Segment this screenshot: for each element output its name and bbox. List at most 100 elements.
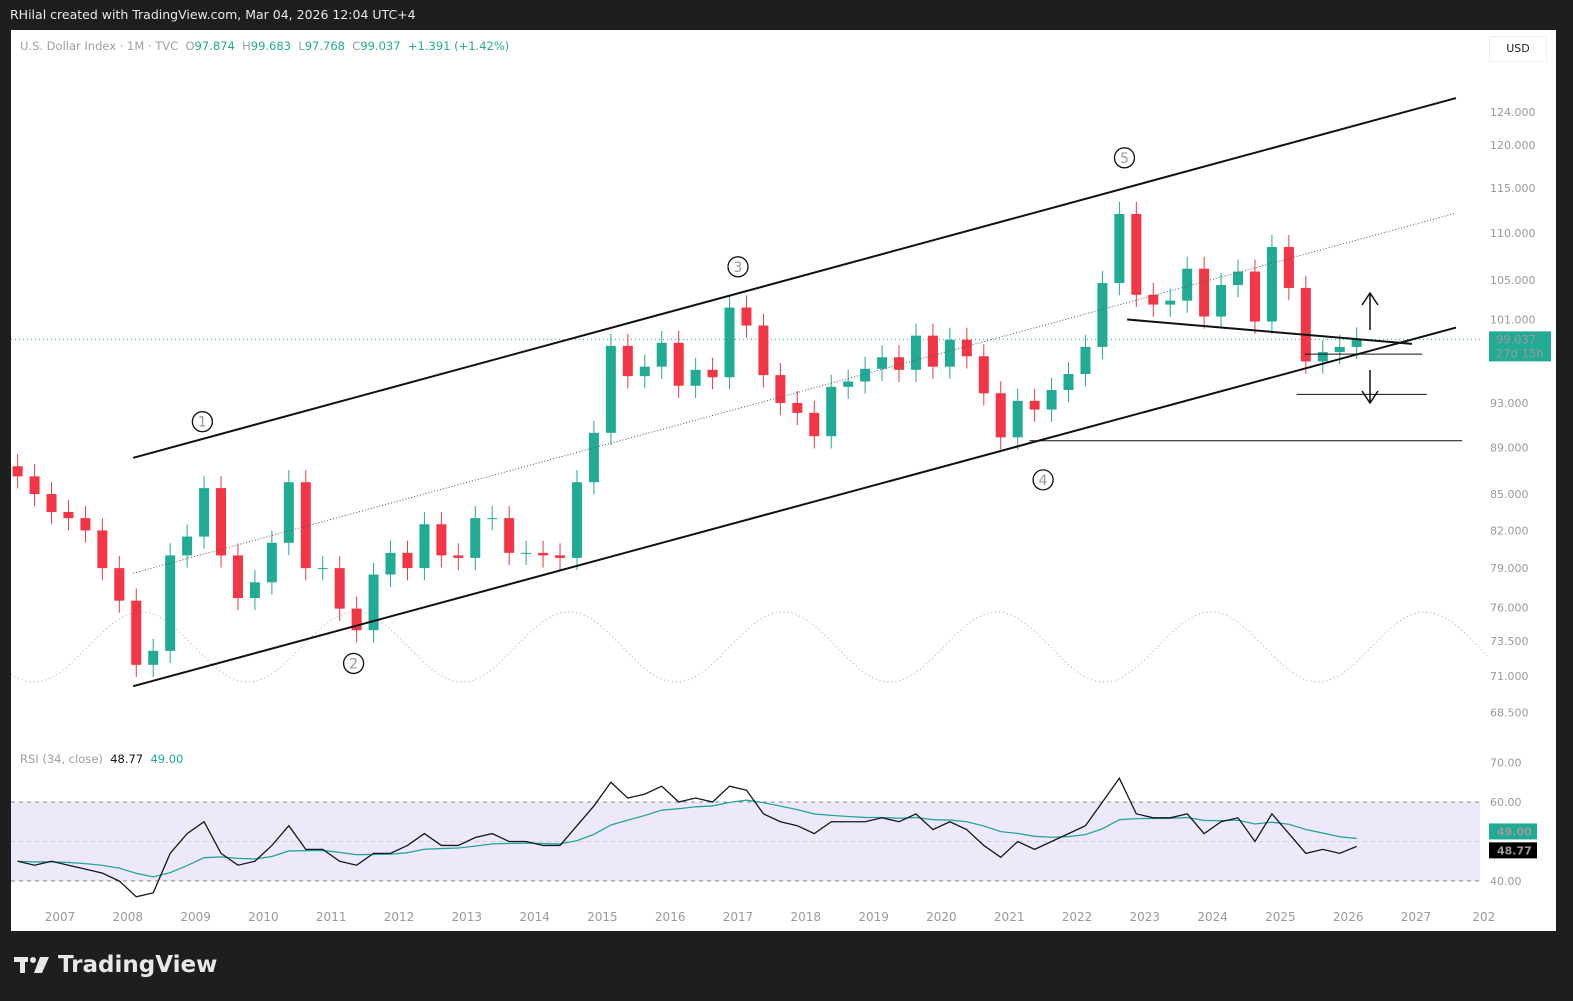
price-tick-label: 82.000 [1490, 524, 1529, 537]
candle-body [249, 582, 260, 599]
channel-mid-line [133, 212, 1457, 574]
high-label: H [242, 39, 251, 53]
candle-body [385, 552, 396, 575]
channel-upper-line [132, 97, 1457, 459]
candle-body [1029, 400, 1040, 410]
year-tick-label: 2018 [791, 910, 822, 924]
wave-label: 5 [1120, 151, 1129, 167]
candle-body [1266, 247, 1277, 322]
candle-body [978, 356, 989, 394]
candle-body [690, 369, 701, 386]
wave-label-circle [1032, 469, 1054, 491]
close-value: 99.037 [360, 39, 401, 53]
price-tick-label: 93.000 [1490, 397, 1529, 410]
chart-canvas[interactable]: 124.000 120.000 115.000 110.000 105.000 101.0… [11, 30, 1556, 931]
year-tick-label: 2011 [316, 910, 347, 924]
candle-body [436, 524, 447, 556]
candle-body [419, 524, 430, 569]
candle-body [555, 555, 566, 558]
price-tick-label: 101.000 [1490, 313, 1536, 326]
brand-name: TradingView [58, 952, 218, 978]
candle-body [453, 555, 464, 558]
candle-body [1216, 285, 1227, 317]
candle-body [588, 432, 599, 483]
year-tick-label: 2025 [1265, 910, 1296, 924]
candle-body [504, 518, 515, 553]
rsi-tick-label: 40.00 [1490, 875, 1522, 888]
candle-body [1165, 300, 1176, 305]
rsi-value: 48.77 [110, 752, 144, 766]
candle-body [368, 574, 379, 631]
candle-body [995, 393, 1006, 438]
candle-body [809, 412, 820, 437]
candle-body [300, 482, 311, 569]
candle-body [944, 339, 955, 367]
year-tick-label: 2027 [1401, 910, 1432, 924]
year-tick-label: 2014 [519, 910, 550, 924]
year-tick-label: 2023 [1130, 910, 1161, 924]
tradingview-logo-icon [14, 957, 49, 973]
wave-label-circle [342, 652, 365, 675]
year-tick-label: 2016 [655, 910, 686, 924]
candle-body [334, 568, 345, 609]
candle-body [487, 518, 498, 520]
candle-body [707, 369, 718, 378]
price-tick-label: 73.500 [1490, 635, 1529, 648]
rsi-legend: RSI (34, close) 48.77 49.00 [20, 752, 183, 766]
wave-label-circle [191, 411, 214, 433]
wave-label-circle [727, 256, 749, 278]
candle-body [605, 345, 616, 433]
candle-body [673, 342, 684, 386]
rsi-tick-label: 70.00 [1490, 757, 1522, 770]
candle-body [724, 307, 735, 378]
candle-body [1249, 271, 1260, 322]
price-tick-label: 85.000 [1490, 488, 1529, 501]
candle-body [1233, 271, 1244, 286]
price-tick-label: 124.000 [1490, 106, 1536, 119]
currency-button[interactable]: USD [1489, 36, 1547, 62]
candle-body [792, 403, 803, 413]
tradingview-logo: TradingView [14, 952, 217, 978]
candle-body [1131, 213, 1142, 295]
candle-body [1182, 268, 1193, 301]
year-tick-label: 2022 [1062, 910, 1093, 924]
candle-body [1334, 346, 1345, 353]
open-label: O [185, 39, 195, 53]
symbol-name[interactable]: U.S. Dollar Index · 1M · TVC [20, 39, 179, 53]
candle-body [351, 608, 362, 631]
arrow-up-icon [1361, 291, 1379, 330]
chart-panel[interactable]: 124.000 120.000 115.000 110.000 105.000 101.0… [11, 30, 1556, 931]
price-tick-label: 110.000 [1490, 227, 1536, 240]
candle-body [758, 325, 769, 376]
candle-body [1317, 352, 1328, 362]
candle-body [927, 335, 938, 367]
candle-body [843, 381, 854, 387]
rsi-title[interactable]: RSI (34, close) [20, 752, 103, 766]
candle-body [63, 512, 74, 519]
candle-body [232, 555, 243, 599]
candle-body [656, 342, 667, 367]
candle-body [148, 650, 159, 665]
candle-body [1046, 390, 1057, 410]
credit-line: RHilal created with TradingView.com, Mar… [10, 7, 416, 22]
rsi-tick-label: 60.00 [1490, 796, 1522, 809]
year-tick-label: 2015 [587, 910, 618, 924]
candle-body [402, 552, 413, 569]
candle-body [1148, 294, 1159, 305]
rsi-line [17, 777, 1357, 898]
candle-body [741, 307, 752, 326]
year-tick-label: 2010 [248, 910, 279, 924]
channel-lower-line [132, 326, 1457, 688]
rsi-tag-value: 48.77 [1497, 844, 1532, 857]
low-label: L [298, 39, 305, 53]
candle-body [521, 552, 532, 554]
candle-body [961, 339, 972, 357]
candle-body [910, 335, 921, 370]
candle-body [1199, 268, 1210, 317]
cycle-curve [11, 611, 1488, 683]
high-value: 99.683 [250, 39, 291, 53]
candle-body [1012, 400, 1023, 438]
candle-body [622, 345, 633, 377]
price-tick-label: 76.000 [1490, 601, 1529, 614]
year-tick-label: 2013 [452, 910, 483, 924]
